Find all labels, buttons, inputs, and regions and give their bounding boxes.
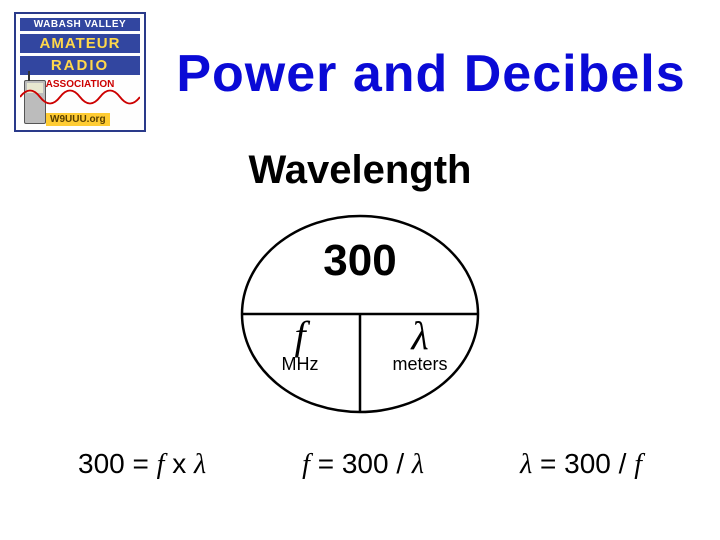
unit-meters: meters: [360, 354, 480, 375]
eq3-div: /: [611, 448, 634, 479]
logo-line-radio: RADIO: [20, 56, 140, 75]
eq2-equals: =: [310, 448, 342, 479]
wheel-constant: 300: [240, 236, 480, 286]
eq1-lambda: λ: [194, 449, 206, 480]
logo-line-amateur: AMATEUR: [20, 34, 140, 53]
logo-line-wabash: WABASH VALLEY: [20, 18, 140, 31]
eq3-equals: =: [532, 448, 564, 479]
equation-3: λ = 300 / f: [520, 448, 642, 481]
eq3-f: f: [634, 449, 642, 480]
wheel-frequency-cell: f MHz: [240, 316, 360, 375]
eq2-const: 300: [342, 448, 389, 479]
logo-callsign: W9UUU.org: [46, 113, 110, 126]
slide-title: Power and Decibels: [152, 44, 710, 104]
formula-wheel: 300 f MHz λ meters: [240, 214, 480, 414]
eq1-times: x: [164, 448, 194, 479]
club-logo: WABASH VALLEY AMATEUR RADIO ASSOCIATION …: [14, 12, 146, 132]
equation-row: 300 = f x λ f = 300 / λ λ = 300 / f: [0, 448, 720, 481]
symbol-f: f: [240, 316, 360, 356]
wheel-wavelength-cell: λ meters: [360, 316, 480, 375]
eq2-div: /: [389, 448, 412, 479]
unit-mhz: MHz: [240, 354, 360, 375]
slide-subtitle: Wavelength: [0, 148, 720, 193]
equation-2: f = 300 / λ: [302, 448, 424, 481]
eq1-const: 300: [78, 448, 125, 479]
eq2-f: f: [302, 449, 310, 480]
eq1-equals: =: [125, 448, 157, 479]
eq3-lambda: λ: [520, 449, 532, 480]
symbol-lambda: λ: [360, 316, 480, 356]
equation-1: 300 = f x λ: [78, 448, 206, 481]
eq2-lambda: λ: [412, 449, 424, 480]
eq3-const: 300: [564, 448, 611, 479]
signal-wave-icon: [20, 84, 140, 110]
